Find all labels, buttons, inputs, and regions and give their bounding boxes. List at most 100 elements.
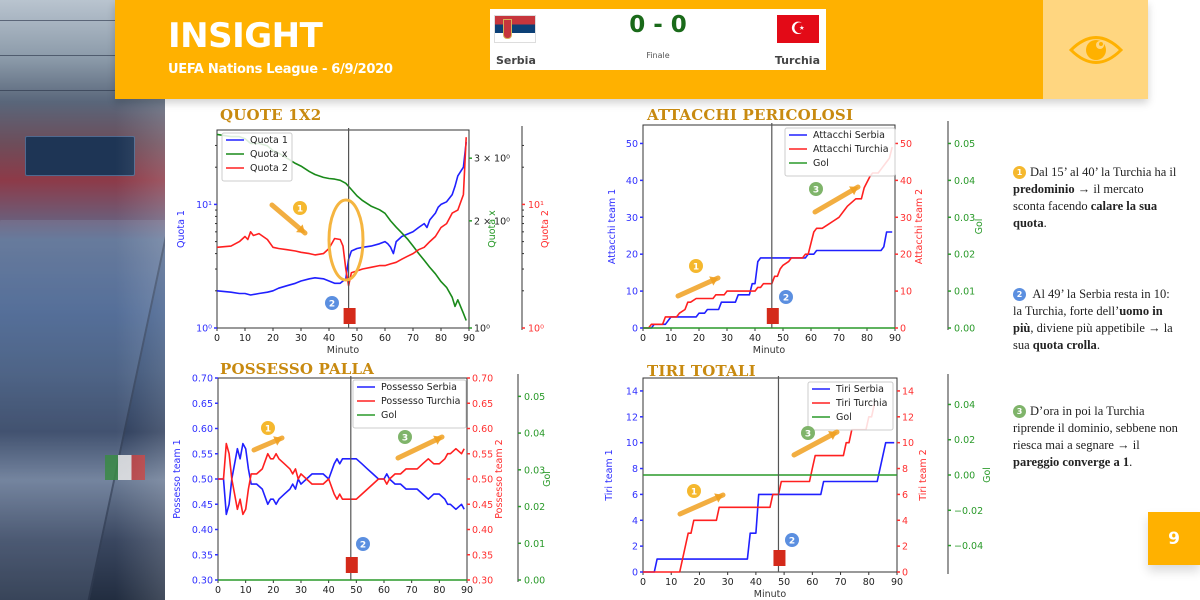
turkey-flag: ☪ xyxy=(777,15,819,43)
svg-text:50: 50 xyxy=(900,139,912,150)
svg-text:50: 50 xyxy=(778,577,790,588)
svg-text:90: 90 xyxy=(891,577,903,588)
home-team: Serbia xyxy=(496,54,536,67)
svg-text:60: 60 xyxy=(379,333,391,344)
svg-text:Minuto: Minuto xyxy=(754,589,787,600)
svg-text:0: 0 xyxy=(640,333,646,344)
chart-legend xyxy=(784,127,896,177)
svg-text:70: 70 xyxy=(835,577,847,588)
annotation-badge-1 xyxy=(293,201,307,215)
match-score: 0 - 0 xyxy=(629,12,687,38)
svg-text:12: 12 xyxy=(902,412,914,423)
svg-text:1: 1 xyxy=(297,205,303,215)
red-card-icon xyxy=(766,308,779,324)
red-card-icon xyxy=(773,550,786,566)
svg-text:0.04: 0.04 xyxy=(524,429,545,440)
svg-text:0.65: 0.65 xyxy=(472,399,493,410)
page-number: 9 xyxy=(1148,512,1200,565)
annotation-badge-3 xyxy=(809,182,823,196)
svg-text:2: 2 xyxy=(632,542,638,553)
svg-text:1: 1 xyxy=(265,425,271,435)
svg-text:0: 0 xyxy=(215,585,221,596)
svg-text:0.35: 0.35 xyxy=(472,550,493,561)
svg-text:10: 10 xyxy=(902,438,914,449)
svg-text:Quota 2: Quota 2 xyxy=(540,210,551,248)
svg-text:80: 80 xyxy=(863,577,875,588)
svg-text:40: 40 xyxy=(750,577,762,588)
svg-text:0.01: 0.01 xyxy=(524,539,545,550)
svg-text:2: 2 xyxy=(360,541,366,551)
svg-text:80: 80 xyxy=(435,333,447,344)
svg-text:0.40: 0.40 xyxy=(472,525,493,536)
annotation-badge-2 xyxy=(779,290,793,304)
svg-text:14: 14 xyxy=(626,386,638,397)
svg-text:30: 30 xyxy=(721,333,733,344)
svg-text:0.02: 0.02 xyxy=(954,250,975,261)
svg-text:Quota x: Quota x xyxy=(487,210,498,248)
svg-text:3: 3 xyxy=(813,186,819,196)
note-1: 1 Dal 15’ al 40’ la Turchia ha il predomi… xyxy=(1013,165,1177,230)
svg-text:0.05: 0.05 xyxy=(524,392,545,403)
svg-text:50: 50 xyxy=(350,585,362,596)
svg-text:Gol: Gol xyxy=(381,410,397,421)
svg-text:70: 70 xyxy=(406,585,418,596)
svg-text:2: 2 xyxy=(902,542,908,553)
svg-text:2: 2 xyxy=(329,300,335,310)
series-quota-2 xyxy=(216,137,467,287)
series-possesso-turchia xyxy=(218,442,465,516)
match-scorecard: 0 - 0 Finale ☪ Serbia Turchia xyxy=(490,9,826,70)
note-3: 3 D’ora in poi la Turchia riprende il dom… xyxy=(1013,404,1178,469)
svg-text:0: 0 xyxy=(640,577,646,588)
note-number-badge: 2 xyxy=(1013,288,1026,301)
svg-text:30: 30 xyxy=(900,213,912,224)
annotation-badge-2 xyxy=(325,296,339,310)
svg-text:40: 40 xyxy=(749,333,761,344)
svg-text:0.04: 0.04 xyxy=(954,400,975,411)
svg-text:0: 0 xyxy=(902,568,908,579)
svg-text:90: 90 xyxy=(461,585,473,596)
italian-flag xyxy=(105,455,145,480)
svg-text:0.05: 0.05 xyxy=(954,139,975,150)
annotation-badge-1 xyxy=(261,421,275,435)
svg-text:0.70: 0.70 xyxy=(192,374,213,385)
svg-text:Gol: Gol xyxy=(542,471,553,487)
svg-text:6: 6 xyxy=(902,490,908,501)
svg-text:10: 10 xyxy=(239,333,251,344)
svg-text:Quota 1: Quota 1 xyxy=(176,210,187,248)
svg-text:0.02: 0.02 xyxy=(524,502,545,513)
svg-text:20: 20 xyxy=(900,250,912,261)
svg-text:0.30: 0.30 xyxy=(472,576,493,587)
svg-text:0.01: 0.01 xyxy=(954,287,975,298)
svg-text:30: 30 xyxy=(295,333,307,344)
svg-text:4: 4 xyxy=(902,516,908,527)
svg-text:60: 60 xyxy=(806,577,818,588)
svg-text:40: 40 xyxy=(900,176,912,187)
svg-text:2: 2 xyxy=(789,537,795,547)
svg-text:Attacchi Serbia: Attacchi Serbia xyxy=(813,130,885,141)
svg-text:3: 3 xyxy=(805,430,811,440)
annotation-arrow-icon xyxy=(395,434,445,461)
svg-text:50: 50 xyxy=(777,333,789,344)
svg-text:40: 40 xyxy=(323,333,335,344)
note-number-badge: 1 xyxy=(1013,166,1026,179)
svg-text:10¹: 10¹ xyxy=(528,200,544,211)
chart-1: 0 10 20 30 40 50 60 70 80 90 Minuto 10⁰ 10¹ Quota 1 10… xyxy=(176,126,551,356)
svg-text:Attacchi team 1: Attacchi team 1 xyxy=(607,189,618,264)
highlight-ellipse xyxy=(327,198,365,282)
svg-text:10: 10 xyxy=(665,577,677,588)
stadium-scoreboard xyxy=(25,136,135,176)
chart-legend xyxy=(807,381,894,431)
svg-text:60: 60 xyxy=(378,585,390,596)
note-2: 2 Al 49’ la Serbia resta in 10: la Turch… xyxy=(1013,287,1173,352)
svg-text:10: 10 xyxy=(626,438,638,449)
svg-text:10: 10 xyxy=(900,287,912,298)
chart-legend xyxy=(352,379,467,429)
svg-text:Quota 1: Quota 1 xyxy=(250,135,288,146)
page-title: INSIGHT xyxy=(168,16,323,56)
svg-text:Tiri team 1: Tiri team 1 xyxy=(604,449,615,501)
svg-text:Tiri Serbia: Tiri Serbia xyxy=(835,384,884,395)
chart-legend xyxy=(221,132,293,182)
svg-text:3: 3 xyxy=(402,434,408,444)
chart-title-tiri: TIRI TOTALI xyxy=(647,362,756,380)
